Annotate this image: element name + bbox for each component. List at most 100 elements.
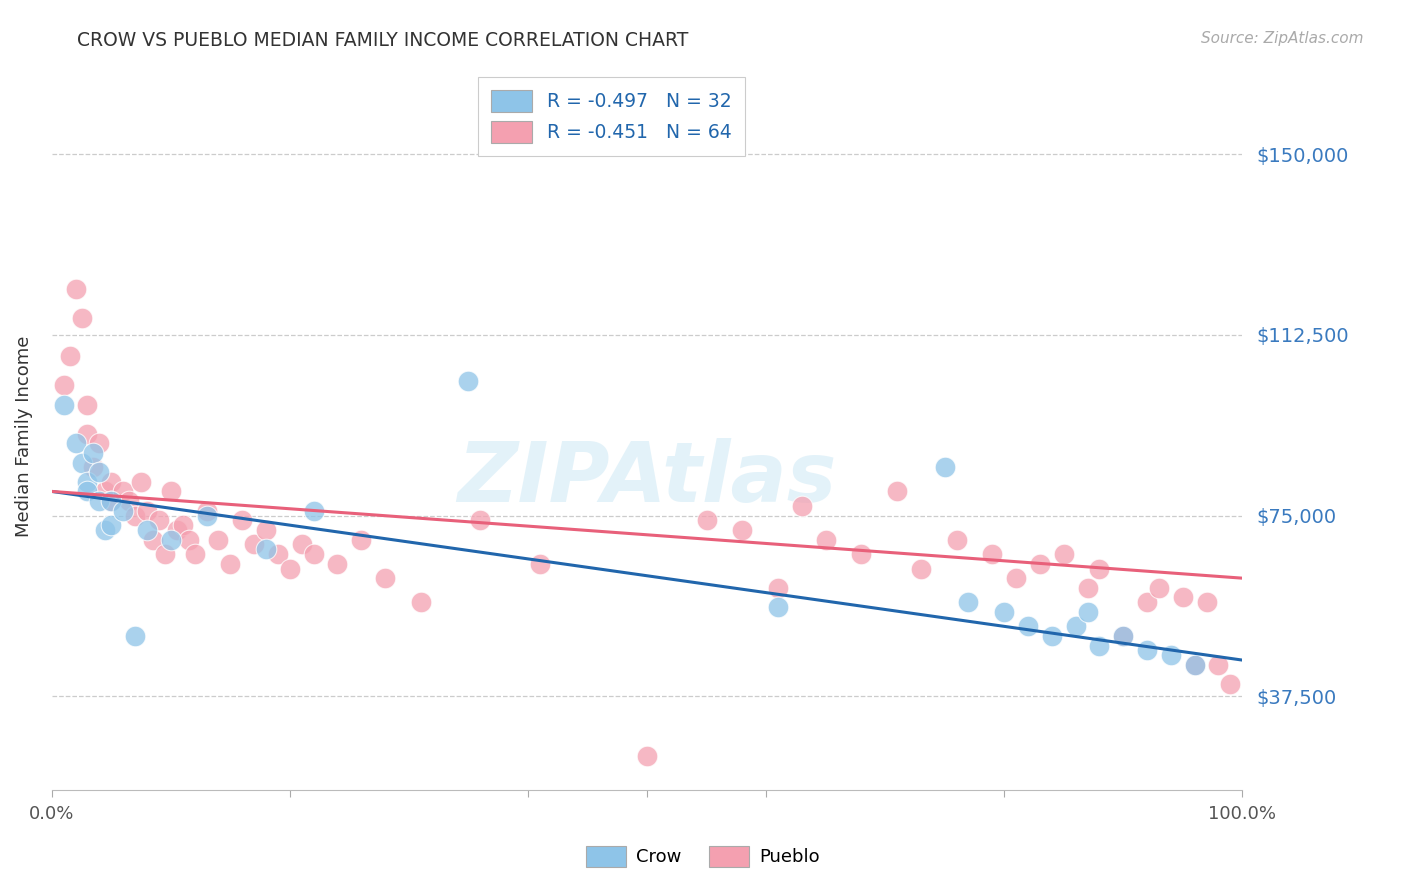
Point: [89, 494, 111, 508]
Point: [766, 600, 789, 615]
Text: Source: ZipAtlas.com: Source: ZipAtlas.com: [1201, 31, 1364, 46]
Point: [52, 378, 75, 392]
Point: [302, 504, 325, 518]
Point: [457, 374, 479, 388]
Point: [1136, 643, 1159, 657]
Point: [731, 523, 754, 537]
Point: [52, 398, 75, 412]
Point: [231, 513, 253, 527]
Point: [1147, 581, 1170, 595]
Point: [981, 547, 1004, 561]
Point: [814, 533, 837, 547]
Y-axis label: Median Family Income: Median Family Income: [15, 335, 32, 537]
Point: [1017, 619, 1039, 633]
Text: ZIPAtlas: ZIPAtlas: [457, 438, 837, 519]
Point: [118, 494, 141, 508]
Point: [993, 605, 1015, 619]
Point: [766, 581, 789, 595]
Point: [1064, 619, 1087, 633]
Point: [1076, 581, 1098, 595]
Point: [59, 350, 82, 364]
Point: [148, 513, 170, 527]
Point: [94, 523, 117, 537]
Point: [1005, 571, 1028, 585]
Point: [65, 282, 87, 296]
Point: [112, 504, 135, 518]
Point: [945, 533, 967, 547]
Point: [1136, 595, 1159, 609]
Point: [177, 533, 200, 547]
Point: [76, 398, 98, 412]
Point: [278, 561, 301, 575]
Point: [1112, 629, 1135, 643]
Point: [243, 537, 266, 551]
Point: [142, 533, 165, 547]
Point: [1088, 561, 1111, 575]
Point: [76, 484, 98, 499]
Point: [1088, 639, 1111, 653]
Legend: Crow, Pueblo: Crow, Pueblo: [579, 838, 827, 874]
Point: [1112, 629, 1135, 643]
Point: [195, 508, 218, 523]
Point: [219, 557, 242, 571]
Point: [172, 518, 194, 533]
Point: [957, 595, 980, 609]
Point: [76, 475, 98, 489]
Point: [89, 436, 111, 450]
Point: [159, 533, 181, 547]
Point: [254, 523, 277, 537]
Point: [696, 513, 718, 527]
Point: [1208, 657, 1230, 672]
Point: [851, 547, 873, 561]
Point: [100, 475, 122, 489]
Point: [124, 629, 146, 643]
Text: CROW VS PUEBLO MEDIAN FAMILY INCOME CORRELATION CHART: CROW VS PUEBLO MEDIAN FAMILY INCOME CORR…: [77, 31, 689, 50]
Point: [65, 436, 87, 450]
Point: [291, 537, 314, 551]
Point: [326, 557, 349, 571]
Point: [470, 513, 492, 527]
Point: [350, 533, 373, 547]
Point: [94, 484, 117, 499]
Point: [1184, 657, 1206, 672]
Point: [89, 465, 111, 479]
Point: [267, 547, 290, 561]
Point: [153, 547, 176, 561]
Point: [195, 504, 218, 518]
Point: [112, 484, 135, 499]
Point: [1053, 547, 1076, 561]
Point: [82, 460, 104, 475]
Point: [374, 571, 396, 585]
Point: [100, 494, 122, 508]
Point: [1160, 648, 1182, 663]
Point: [124, 508, 146, 523]
Point: [254, 542, 277, 557]
Point: [636, 749, 658, 764]
Point: [1195, 595, 1218, 609]
Point: [529, 557, 551, 571]
Point: [159, 484, 181, 499]
Point: [207, 533, 229, 547]
Point: [886, 484, 908, 499]
Point: [166, 523, 188, 537]
Legend: R = -0.497   N = 32, R = -0.451   N = 64: R = -0.497 N = 32, R = -0.451 N = 64: [478, 77, 745, 156]
Point: [1171, 591, 1194, 605]
Point: [1219, 677, 1241, 691]
Point: [70, 456, 93, 470]
Point: [1029, 557, 1052, 571]
Point: [100, 518, 122, 533]
Point: [70, 310, 93, 325]
Point: [76, 426, 98, 441]
Point: [129, 475, 152, 489]
Point: [136, 523, 159, 537]
Point: [1040, 629, 1063, 643]
Point: [183, 547, 205, 561]
Point: [1184, 657, 1206, 672]
Point: [1076, 605, 1098, 619]
Point: [934, 460, 956, 475]
Point: [409, 595, 432, 609]
Point: [100, 494, 122, 508]
Point: [82, 446, 104, 460]
Point: [910, 561, 932, 575]
Point: [302, 547, 325, 561]
